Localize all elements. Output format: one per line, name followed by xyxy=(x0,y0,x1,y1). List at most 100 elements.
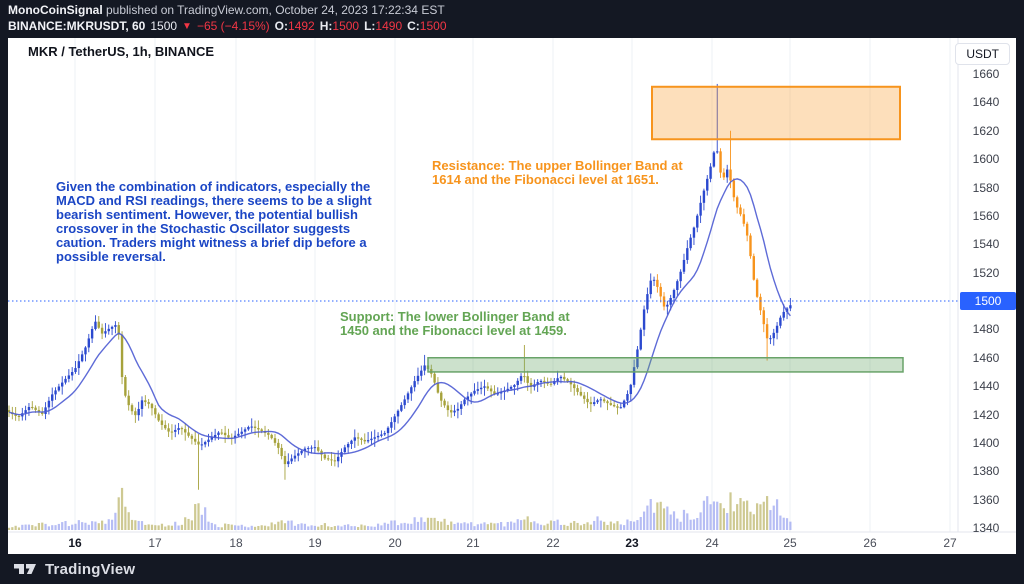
candle-body xyxy=(583,395,586,399)
candle-body xyxy=(689,237,692,249)
candlestick-chart-canvas[interactable] xyxy=(8,38,1016,554)
candle-body xyxy=(144,400,147,403)
volume-bar xyxy=(543,525,546,530)
volume-bar xyxy=(84,522,87,530)
volume-bar xyxy=(400,523,403,530)
volume-bar xyxy=(87,524,90,530)
volume-bar xyxy=(666,506,669,530)
volume-bar xyxy=(234,525,237,530)
volume-bar xyxy=(150,524,154,530)
volume-bar xyxy=(297,524,300,530)
candle-body xyxy=(606,401,609,404)
price-tick-label: 1600 xyxy=(972,152,1000,167)
volume-bar xyxy=(360,524,363,530)
candle-body xyxy=(273,438,277,443)
candle-body xyxy=(573,384,576,389)
currency-toggle-button[interactable]: USDT xyxy=(955,43,1010,65)
candle-body xyxy=(303,448,307,451)
volume-bar xyxy=(692,519,696,530)
volume-bar xyxy=(64,521,67,530)
volume-bar xyxy=(696,517,699,530)
volume-bar xyxy=(662,508,666,530)
candle-body xyxy=(170,431,174,433)
candle-body xyxy=(706,178,709,191)
candle-body xyxy=(94,321,97,330)
volume-bar xyxy=(699,512,702,530)
candle-body xyxy=(762,310,765,325)
candle-body xyxy=(283,456,287,465)
candle-body xyxy=(672,290,676,299)
resistance-zone[interactable] xyxy=(651,85,901,141)
volume-bar xyxy=(529,522,533,530)
candle-body xyxy=(243,429,247,432)
support-annotation[interactable]: Support: The lower Bollinger Band at 145… xyxy=(340,309,570,338)
candle-body xyxy=(543,380,546,383)
price-tick-label: 1520 xyxy=(972,265,1000,280)
candle-body xyxy=(280,447,283,457)
volume-bar xyxy=(250,525,253,530)
candle-body xyxy=(749,235,752,257)
volume-bar xyxy=(433,517,436,530)
candle-body xyxy=(789,305,792,309)
low-label: L: xyxy=(364,19,376,33)
candle-body xyxy=(376,435,380,438)
candle-body xyxy=(290,458,293,462)
volume-bar xyxy=(642,511,646,530)
candle-body xyxy=(24,410,27,414)
resistance-annotation[interactable]: Resistance: The upper Bollinger Band at … xyxy=(432,158,683,187)
candle-body xyxy=(769,338,772,340)
volume-bar xyxy=(386,523,390,530)
volume-bar xyxy=(237,525,240,530)
volume-bar xyxy=(712,501,715,530)
volume-bar xyxy=(450,521,453,530)
candle-body xyxy=(8,410,11,413)
volume-bar xyxy=(253,526,257,530)
candle-body xyxy=(602,399,606,402)
volume-bar xyxy=(313,525,316,530)
candle-body xyxy=(37,409,41,413)
volume-bar xyxy=(120,487,124,530)
volume-bar xyxy=(539,524,543,530)
candle-body xyxy=(556,378,559,382)
candle-body xyxy=(174,429,177,432)
candle-body xyxy=(287,461,290,465)
volume-bar xyxy=(686,513,689,530)
sentiment-annotation[interactable]: Given the combination of indicators, esp… xyxy=(56,179,372,264)
candle-body xyxy=(619,407,622,409)
candle-body xyxy=(443,400,446,406)
volume-bar xyxy=(257,525,260,530)
candle-body xyxy=(642,309,646,330)
candle-body xyxy=(456,408,460,411)
candle-body xyxy=(223,432,227,436)
candle-body xyxy=(529,382,533,387)
volume-bar xyxy=(260,525,263,530)
candle-body xyxy=(14,414,17,417)
volume-bar xyxy=(679,521,682,530)
candle-body xyxy=(403,399,406,406)
chart-panel[interactable]: MKR / TetherUS, 1h, BINANCE USDT Given t… xyxy=(8,38,1016,554)
candle-body xyxy=(612,404,616,407)
volume-bar xyxy=(586,522,589,530)
volume-bar xyxy=(97,523,100,530)
candle-body xyxy=(406,393,410,400)
candle-body xyxy=(134,411,137,416)
candle-body xyxy=(506,388,509,391)
support-zone[interactable] xyxy=(427,357,904,373)
candle-body xyxy=(67,375,71,379)
volume-bar xyxy=(440,521,443,530)
volume-bar xyxy=(453,523,456,530)
volume-bar xyxy=(370,526,373,530)
volume-bar xyxy=(317,526,320,530)
volume-bar xyxy=(493,523,496,530)
volume-bar xyxy=(609,521,612,530)
volume-bar xyxy=(506,521,509,530)
candle-body xyxy=(476,389,480,391)
candle-body xyxy=(270,434,273,439)
candle-body xyxy=(656,279,659,287)
volume-bar xyxy=(466,523,469,530)
candle-body xyxy=(167,428,170,432)
tradingview-wordmark[interactable]: TradingView xyxy=(45,560,136,578)
volume-bar xyxy=(436,521,440,530)
tradingview-logo-icon[interactable] xyxy=(14,561,38,577)
day-tick-label: 21 xyxy=(466,536,480,550)
